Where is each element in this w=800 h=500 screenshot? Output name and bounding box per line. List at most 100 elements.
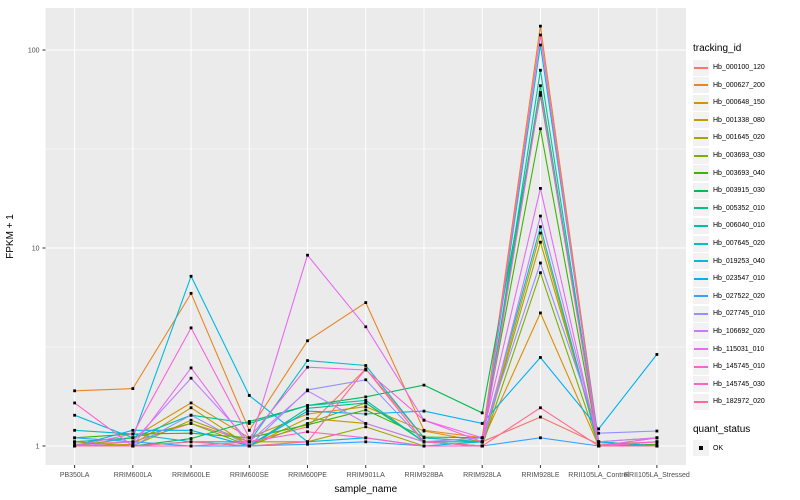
legend-key: [693, 393, 709, 410]
data-point: [539, 84, 542, 88]
data-point: [306, 406, 309, 410]
data-point: [306, 339, 309, 343]
legend-item-label: Hb_115031_010: [713, 345, 765, 353]
data-point: [247, 444, 251, 448]
legend-item: Hb_001338_080: [693, 112, 800, 130]
legend-item: Hb_007645_020: [693, 235, 800, 253]
x-tick-label: RRIM928LE: [521, 472, 559, 479]
legend-panel: tracking_id Hb_000100_120 Hb_000627_200 Hb…: [693, 0, 800, 500]
data-point: [306, 359, 309, 362]
data-point: [73, 428, 77, 432]
legend-item-label: Hb_005352_010: [713, 204, 765, 212]
plot-area: PB350LA RRIM600LA RRIM600LE RRIM600SE RRIM60…: [5, 8, 690, 495]
legend-item: Hb_106692_020: [693, 323, 800, 341]
data-point: [189, 274, 193, 278]
data-point: [597, 442, 601, 446]
data-point: [189, 413, 193, 417]
data-point: [131, 440, 135, 444]
legend-key-line-icon: [694, 224, 708, 227]
legend-item: Hb_023547_010: [693, 270, 800, 288]
legend-key: [693, 235, 709, 252]
legend-key-line-icon: [694, 84, 708, 87]
legend-key-line-icon: [694, 66, 708, 69]
quant-legend-item: OK: [693, 440, 800, 458]
y-tick-label: 1: [36, 444, 40, 451]
data-point: [364, 401, 368, 405]
legend-key: [693, 112, 709, 129]
legend-item-label: Hb_001645_020: [713, 134, 765, 142]
legend-key-line-icon: [694, 383, 708, 386]
data-point: [131, 442, 135, 446]
data-point: [189, 428, 193, 432]
legend-key-line-icon: [694, 136, 708, 139]
legend-item-label: Hb_001338_080: [713, 116, 765, 124]
quant-legend-title: quant_status: [693, 423, 751, 435]
data-point: [539, 225, 542, 229]
data-point: [480, 444, 484, 448]
legend-key-line-icon: [694, 348, 708, 351]
data-point: [539, 240, 542, 244]
data-point: [306, 416, 309, 420]
x-tick-label: RRIM600SE: [230, 472, 269, 479]
data-point: [73, 401, 77, 405]
legend-key: [693, 376, 709, 393]
legend-key-line-icon: [694, 154, 708, 157]
data-point: [131, 436, 135, 440]
data-point: [189, 366, 193, 370]
y-axis-title: FPKM + 1: [5, 214, 16, 259]
data-point: [539, 91, 542, 94]
legend-item-label: Hb_000627_200: [713, 81, 765, 89]
data-point: [306, 409, 309, 413]
data-point: [597, 427, 601, 431]
legend-item-label: Hb_019253_040: [713, 257, 765, 265]
legend-key: [693, 288, 709, 305]
data-point: [247, 420, 251, 423]
legend-key: [693, 217, 709, 234]
data-point: [73, 436, 77, 440]
legend-key: [693, 182, 709, 199]
legend-key-line-icon: [694, 400, 708, 403]
data-point: [189, 401, 193, 405]
data-point: [655, 444, 659, 448]
legend-item-label: Hb_027522_020: [713, 292, 765, 300]
legend-key: [693, 147, 709, 164]
x-tick-label: RRIM928BA: [405, 472, 444, 479]
x-tick-label: PB350LA: [60, 472, 90, 479]
data-point: [306, 412, 309, 416]
x-tick-label: RRIM600PE: [288, 472, 327, 479]
legend-item-label: Hb_106692_020: [713, 327, 765, 335]
data-point: [655, 442, 659, 446]
legend-key-line-icon: [694, 119, 708, 122]
legend-item: Hb_115031_010: [693, 340, 800, 358]
data-point: [306, 404, 309, 407]
legend-item: Hb_019253_040: [693, 252, 800, 270]
data-point: [306, 423, 309, 427]
data-point: [539, 186, 542, 190]
data-point: [189, 440, 193, 444]
data-point: [247, 440, 251, 444]
legend-item: Hb_182972_020: [693, 393, 800, 411]
data-point: [364, 378, 368, 382]
data-point: [539, 271, 542, 275]
legend-item-label: Hb_003693_040: [713, 169, 765, 177]
legend-key-line-icon: [694, 312, 708, 315]
data-point: [364, 395, 368, 399]
data-point: [364, 422, 368, 425]
data-point: [247, 394, 251, 397]
data-point: [539, 231, 542, 235]
data-point: [364, 436, 368, 440]
legend-item-label: Hb_145745_010: [713, 363, 765, 371]
x-tick-label: RRIM928LA: [463, 472, 501, 479]
data-point: [655, 429, 659, 433]
quant-legend-label: OK: [713, 444, 724, 452]
data-point: [73, 413, 77, 417]
legend-item: Hb_000627_200: [693, 76, 800, 94]
data-point: [539, 24, 542, 28]
x-tick-label: RRII105LA_Control: [568, 472, 629, 479]
x-tick-label: RRIM901LA: [347, 472, 385, 479]
legend-item: Hb_145745_030: [693, 375, 800, 393]
data-point: [306, 253, 309, 257]
data-point: [422, 383, 426, 387]
data-point: [189, 444, 193, 448]
